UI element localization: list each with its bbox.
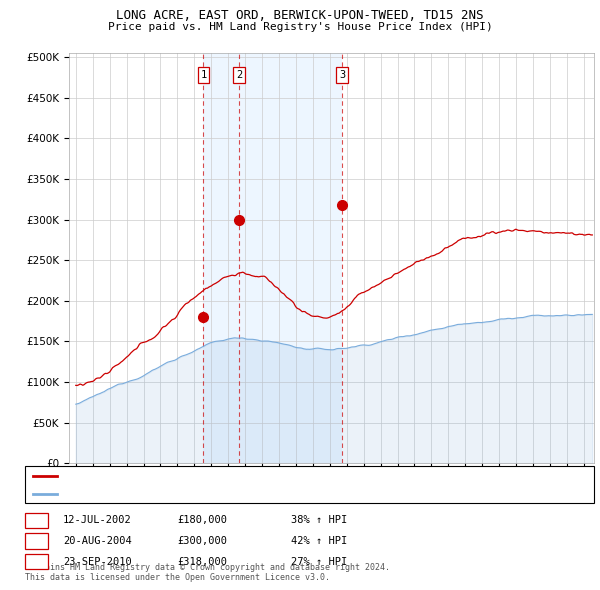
Text: Contains HM Land Registry data © Crown copyright and database right 2024.
This d: Contains HM Land Registry data © Crown c… [25,563,390,582]
Text: 20-AUG-2004: 20-AUG-2004 [63,536,132,546]
Text: 2: 2 [236,70,242,80]
Text: 3: 3 [339,70,345,80]
Text: HPI: Average price, detached house, Northumberland: HPI: Average price, detached house, Nort… [63,489,357,499]
Text: 27% ↑ HPI: 27% ↑ HPI [291,557,347,566]
Text: 23-SEP-2010: 23-SEP-2010 [63,557,132,566]
Text: 1: 1 [34,516,40,525]
Text: LONG ACRE, EAST ORD, BERWICK-UPON-TWEED, TD15 2NS: LONG ACRE, EAST ORD, BERWICK-UPON-TWEED,… [116,9,484,22]
Text: 2: 2 [34,536,40,546]
Text: Price paid vs. HM Land Registry's House Price Index (HPI): Price paid vs. HM Land Registry's House … [107,22,493,32]
Text: £300,000: £300,000 [177,536,227,546]
Bar [203,53,342,463]
Text: LONG ACRE, EAST ORD, BERWICK-UPON-TWEED, TD15 2NS (detached house): LONG ACRE, EAST ORD, BERWICK-UPON-TWEED,… [63,471,451,481]
Text: 3: 3 [34,557,40,566]
Text: 42% ↑ HPI: 42% ↑ HPI [291,536,347,546]
Text: 1: 1 [200,70,206,80]
Text: £318,000: £318,000 [177,557,227,566]
Text: £180,000: £180,000 [177,516,227,525]
Text: 12-JUL-2002: 12-JUL-2002 [63,516,132,525]
Text: 38% ↑ HPI: 38% ↑ HPI [291,516,347,525]
